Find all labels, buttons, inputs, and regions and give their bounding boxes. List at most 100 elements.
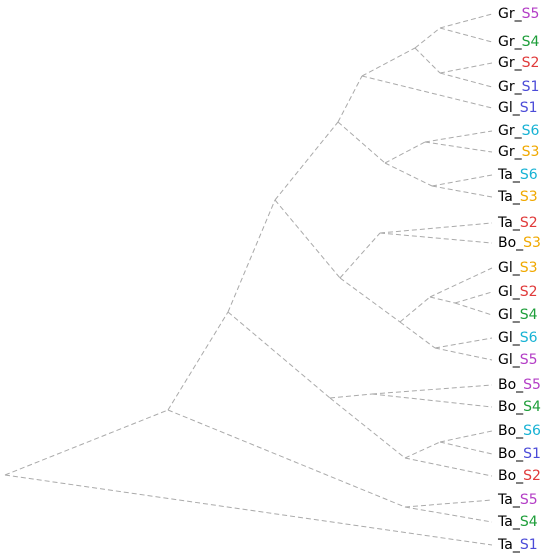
- branch: [439, 72, 493, 88]
- branch: [439, 13, 493, 29]
- branch: [379, 232, 493, 244]
- leaf-suffix: S4: [520, 514, 538, 530]
- leaf-label: Bo_S1: [498, 446, 541, 462]
- branch: [361, 47, 416, 77]
- branch: [454, 291, 493, 304]
- leaf-suffix: S5: [520, 492, 538, 508]
- leaf-label: Bo_S5: [498, 377, 541, 393]
- leaf-label: Gl_S6: [498, 330, 538, 346]
- leaf-suffix: S3: [520, 189, 538, 205]
- branch: [371, 384, 493, 395]
- branch: [414, 27, 441, 49]
- leaf-prefix: Bo_: [498, 468, 524, 484]
- leaf-label: Bo_S4: [498, 399, 541, 415]
- leaf-suffix: S6: [520, 330, 538, 346]
- leaf-label: Bo_S3: [498, 235, 541, 251]
- leaf-prefix: Ta_: [497, 492, 521, 508]
- leaf-label: Gr_S4: [498, 34, 539, 50]
- branch: [4, 474, 493, 546]
- branch: [439, 27, 493, 43]
- branch: [439, 441, 493, 455]
- leaf-prefix: Bo_: [498, 423, 524, 439]
- branch: [434, 337, 493, 349]
- branch: [4, 409, 169, 476]
- branch: [424, 141, 493, 153]
- branch: [399, 296, 431, 323]
- branch: [227, 199, 276, 313]
- leaf-prefix: Gr_: [498, 34, 523, 50]
- branch: [274, 199, 341, 279]
- leaf-suffix: S6: [522, 123, 540, 139]
- leaf-suffix: S1: [522, 79, 540, 95]
- leaf-label: Ta_S4: [497, 514, 538, 530]
- leaf-prefix: Gr_: [498, 55, 523, 71]
- branch: [454, 302, 493, 316]
- leaf-prefix: Gl_: [498, 284, 521, 300]
- leaf-prefix: Gl_: [498, 330, 521, 346]
- leaf-label: Ta_S1: [497, 537, 538, 553]
- leaf-suffix: S2: [523, 468, 541, 484]
- branch: [431, 174, 493, 187]
- leaf-suffix: S6: [523, 423, 541, 439]
- branch: [404, 499, 493, 508]
- leaf-prefix: Gl_: [498, 352, 521, 368]
- leaf-label: Gr_S2: [498, 55, 539, 71]
- leaf-prefix: Ta_: [497, 189, 521, 205]
- branch: [404, 441, 441, 459]
- branch: [384, 162, 433, 187]
- leaf-suffix: S5: [520, 352, 538, 368]
- branch: [414, 47, 441, 74]
- branch: [434, 347, 493, 361]
- leaf-label: Gl_S2: [498, 284, 538, 300]
- leaf-prefix: Gl_: [498, 260, 521, 276]
- leaf-prefix: Gl_: [498, 307, 521, 323]
- branch: [339, 277, 401, 323]
- leaf-label: Gr_S5: [498, 6, 539, 22]
- leaf-label: Ta_S6: [497, 167, 538, 183]
- leaf-suffix: S6: [520, 167, 538, 183]
- leaf-suffix: S3: [523, 235, 541, 251]
- leaf-suffix: S2: [520, 215, 538, 231]
- leaf-prefix: Gr_: [498, 79, 523, 95]
- branch: [399, 321, 436, 349]
- leaf-label: Bo_S2: [498, 468, 541, 484]
- leaf-suffix: S2: [522, 55, 540, 71]
- branch: [384, 141, 426, 164]
- leaf-suffix: S2: [520, 284, 538, 300]
- branch: [227, 311, 331, 399]
- leaf-label: Gr_S1: [498, 79, 539, 95]
- branch: [337, 121, 386, 164]
- branch: [371, 393, 493, 408]
- leaf-label: Gl_S1: [498, 100, 538, 116]
- branch: [379, 222, 493, 234]
- leaf-prefix: Gr_: [498, 123, 523, 139]
- leaf-suffix: S5: [523, 377, 541, 393]
- leaf-suffix: S3: [520, 260, 538, 276]
- leaf-prefix: Gr_: [498, 6, 523, 22]
- branch: [329, 393, 373, 399]
- leaf-suffix: S1: [523, 446, 541, 462]
- branch: [404, 457, 493, 477]
- leaf-label: Ta_S3: [497, 189, 538, 205]
- leaf-suffix: S1: [520, 100, 538, 116]
- leaf-suffix: S4: [523, 399, 541, 415]
- leaf-label: Gl_S3: [498, 260, 538, 276]
- leaf-prefix: Ta_: [497, 215, 521, 231]
- leaf-suffix: S4: [522, 34, 540, 50]
- leaf-label: Bo_S6: [498, 423, 541, 439]
- branch: [424, 130, 493, 143]
- leaf-prefix: Bo_: [498, 446, 524, 462]
- leaf-suffix: S3: [522, 144, 540, 160]
- leaf-prefix: Bo_: [498, 399, 524, 415]
- branch: [429, 267, 493, 298]
- leaf-label: Gr_S3: [498, 144, 539, 160]
- leaf-suffix: S5: [522, 6, 540, 22]
- leaf-suffix: S1: [520, 537, 538, 553]
- branch: [329, 397, 406, 459]
- branch: [439, 62, 493, 74]
- branch: [167, 311, 229, 411]
- branch: [431, 185, 493, 198]
- leaf-label: Ta_S2: [497, 215, 538, 231]
- branch: [404, 506, 493, 523]
